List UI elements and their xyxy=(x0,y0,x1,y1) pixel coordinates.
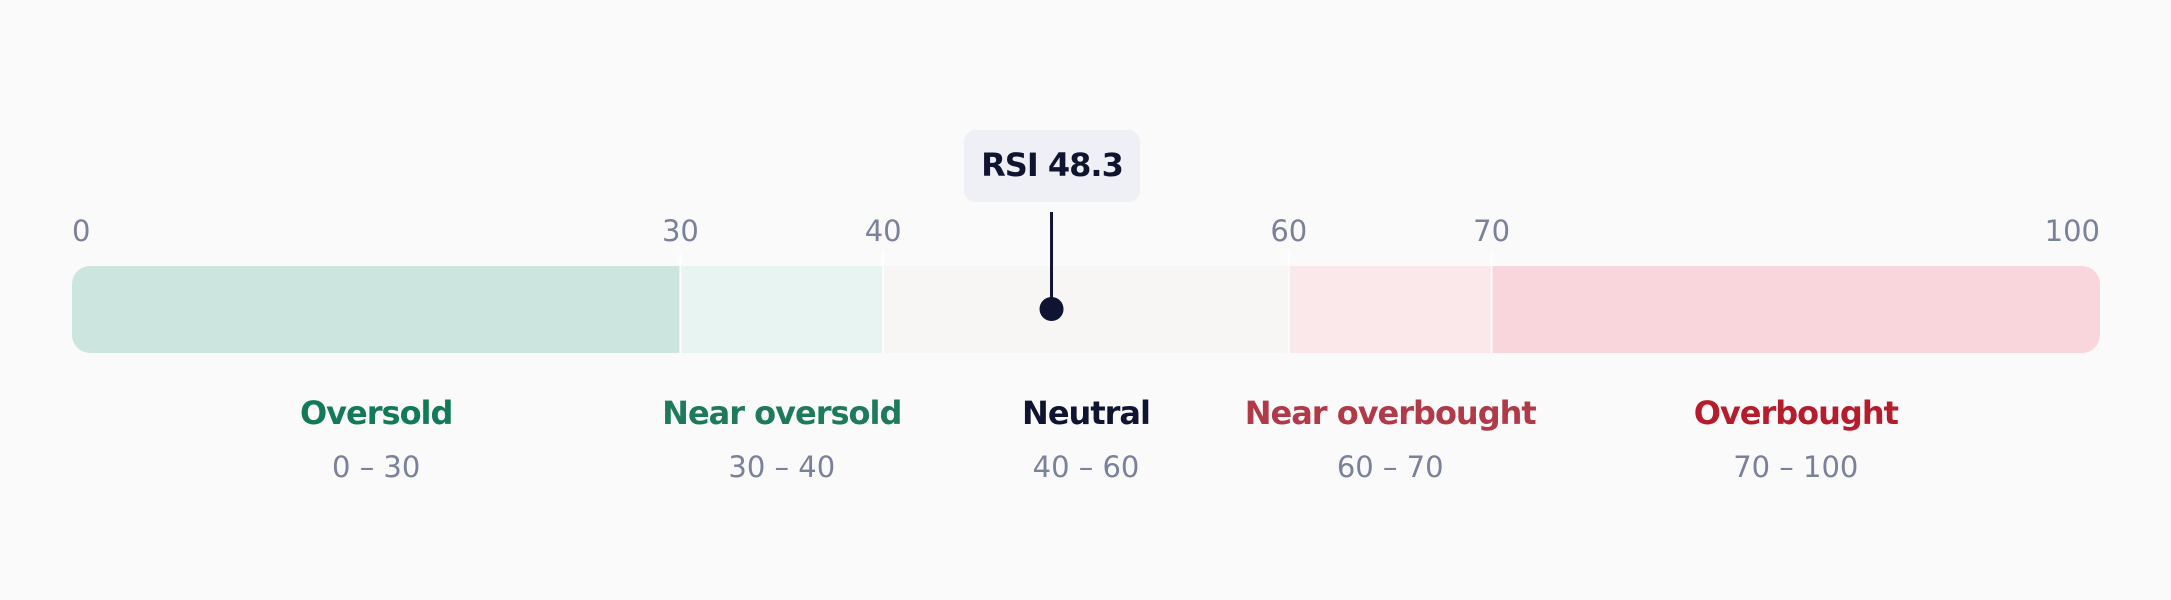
zone-band xyxy=(1491,266,2100,353)
zone-range: 0 – 30 xyxy=(332,450,420,484)
tooltip-label: RSI 48.3 xyxy=(981,146,1123,184)
tick-label: 70 xyxy=(1473,214,1510,248)
tooltip-box xyxy=(964,130,1140,202)
zone-band xyxy=(883,266,1289,353)
zone-name: Near overbought xyxy=(1245,394,1537,432)
zone-name: Oversold xyxy=(300,394,452,432)
marker-dot xyxy=(1039,297,1064,321)
zone-band xyxy=(680,266,884,353)
zone-name: Overbought xyxy=(1694,394,1899,432)
tick-label: 60 xyxy=(1270,214,1307,248)
tick-label: 40 xyxy=(865,214,902,248)
tick-label: 0 xyxy=(72,214,90,248)
zone-name: Near oversold xyxy=(662,394,901,432)
zone-band xyxy=(1288,266,1492,353)
tick-label: 100 xyxy=(2045,214,2100,248)
zone-name: Neutral xyxy=(1022,394,1150,432)
zone-range: 60 – 70 xyxy=(1337,450,1444,484)
zone-range: 70 – 100 xyxy=(1733,450,1858,484)
zone-band xyxy=(72,266,681,353)
zone-range: 30 – 40 xyxy=(728,450,835,484)
tick-label: 30 xyxy=(662,214,699,248)
gauge-bar xyxy=(72,266,2100,353)
zone-range: 40 – 60 xyxy=(1033,450,1140,484)
